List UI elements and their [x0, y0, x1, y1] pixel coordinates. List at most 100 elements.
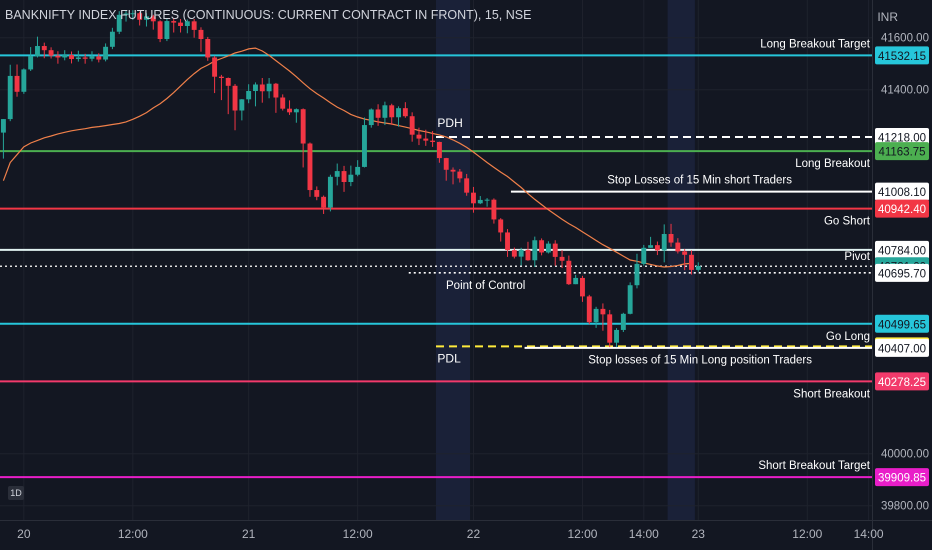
- candle-body-43: [293, 109, 299, 113]
- time-axis[interactable]: 20 12:00 21 12:00 22 12:00 14:00 23 12:00 14:00: [17, 527, 884, 541]
- candle-body-28: [191, 21, 197, 30]
- candle-22: [150, 14, 156, 30]
- candle-51: [348, 165, 354, 187]
- candle-body-1: [7, 75, 13, 120]
- candle-body-95: [648, 245, 654, 248]
- candle-71: [484, 198, 490, 207]
- candle-26: [178, 18, 183, 33]
- price-tag-text-2: 41163.75: [878, 147, 925, 159]
- level-label-3: Stop Losses of 15 Min short Traders: [607, 175, 792, 187]
- price-tag-box-11: [875, 372, 929, 391]
- candle-23: [157, 20, 163, 43]
- candle-body-15: [103, 46, 109, 60]
- candle-101: [689, 250, 694, 275]
- candle-body-79: [539, 240, 545, 253]
- candle-20: [137, 11, 143, 26]
- candle-body-94: [641, 247, 647, 264]
- candle-36: [246, 84, 252, 104]
- candle-body-88: [600, 308, 606, 315]
- candle-body-46: [314, 190, 320, 197]
- x-tick-label-1: 12:00: [118, 527, 148, 541]
- candle-body-32: [218, 76, 224, 78]
- candle-body-74: [505, 232, 510, 251]
- candle-body-35: [239, 99, 245, 111]
- price-tag-box-10: [875, 338, 929, 357]
- timeframe-badge[interactable]: 1D: [8, 486, 24, 500]
- candle-0: [0, 119, 6, 159]
- level-label-11: Short Breakout: [793, 388, 871, 400]
- candle-body-64: [436, 141, 442, 159]
- ema-line: [2, 47, 692, 268]
- x-tick-label-2: 21: [242, 527, 256, 541]
- candle-86: [586, 294, 592, 325]
- candle-6: [41, 42, 47, 59]
- candle-53: [362, 117, 367, 168]
- candle-98: [668, 223, 674, 247]
- candle-body-33: [225, 78, 231, 86]
- candle-92: [627, 282, 633, 315]
- price-tag-box-4: [875, 199, 929, 218]
- candle-15: [103, 43, 109, 62]
- candle-67: [457, 169, 463, 183]
- candle-16: [109, 27, 115, 50]
- candle-body-7: [48, 50, 54, 56]
- price-tag-box-3: [875, 182, 929, 201]
- candle-49: [334, 163, 340, 186]
- candle-body-69: [471, 192, 476, 204]
- candle-body-31: [212, 57, 218, 77]
- candle-70: [477, 196, 483, 205]
- price-tag-box-1: [875, 128, 929, 147]
- candle-27: [184, 19, 190, 34]
- candle-89: [607, 309, 613, 348]
- candle-95: [648, 236, 654, 248]
- candle-body-96: [654, 245, 660, 251]
- candle-2: [14, 64, 20, 97]
- candle-body-92: [627, 285, 633, 314]
- candle-85: [580, 275, 585, 302]
- candle-body-97: [661, 234, 667, 251]
- candle-55: [375, 104, 381, 126]
- candle-body-25: [171, 21, 177, 23]
- candle-38: [259, 78, 265, 103]
- candle-29: [198, 27, 204, 52]
- candle-100: [682, 249, 688, 271]
- candle-body-82: [559, 256, 565, 261]
- price-axis[interactable]: 41600.00 41400.00 40000.00 39800.00: [881, 33, 929, 513]
- candle-68: [464, 173, 470, 196]
- candle-body-70: [477, 199, 483, 204]
- candle-body-58: [396, 108, 401, 118]
- candle-88: [600, 303, 606, 331]
- candle-56: [382, 101, 388, 126]
- candle-body-98: [668, 234, 674, 243]
- currency-label[interactable]: INR: [877, 10, 898, 24]
- price-tag-8: 40499.65: [875, 314, 929, 333]
- candle-body-27: [184, 21, 190, 26]
- candle-body-66: [450, 169, 456, 172]
- candle-47: [321, 195, 327, 214]
- candle-body-10: [69, 55, 74, 60]
- candle-32: [218, 74, 224, 101]
- candle-body-18: [123, 13, 129, 15]
- candle-body-13: [89, 56, 95, 59]
- candle-77: [525, 241, 531, 261]
- candle-body-41: [280, 97, 286, 109]
- candle-72: [491, 198, 497, 224]
- price-tag-12: 39909.85: [875, 468, 929, 487]
- price-tag-text-1: 41218.00: [878, 133, 926, 145]
- price-tags: 41532.15 41218.00 41163.75 41008.10 40942.40…: [875, 46, 929, 487]
- candle-30: [205, 36, 211, 61]
- candle-8: [55, 51, 61, 64]
- price-tag-text-12: 39909.85: [878, 473, 926, 485]
- candle-59: [402, 102, 408, 118]
- candle-39: [266, 78, 272, 99]
- annotation-pdh: PDH: [437, 116, 462, 130]
- candle-body-71: [484, 199, 490, 201]
- candle-body-50: [341, 171, 347, 182]
- candle-body-34: [232, 85, 238, 111]
- candle-body-22: [150, 16, 156, 22]
- candle-35: [239, 99, 245, 121]
- x-tick-label-6: 14:00: [629, 527, 659, 541]
- candle-body-85: [580, 277, 585, 297]
